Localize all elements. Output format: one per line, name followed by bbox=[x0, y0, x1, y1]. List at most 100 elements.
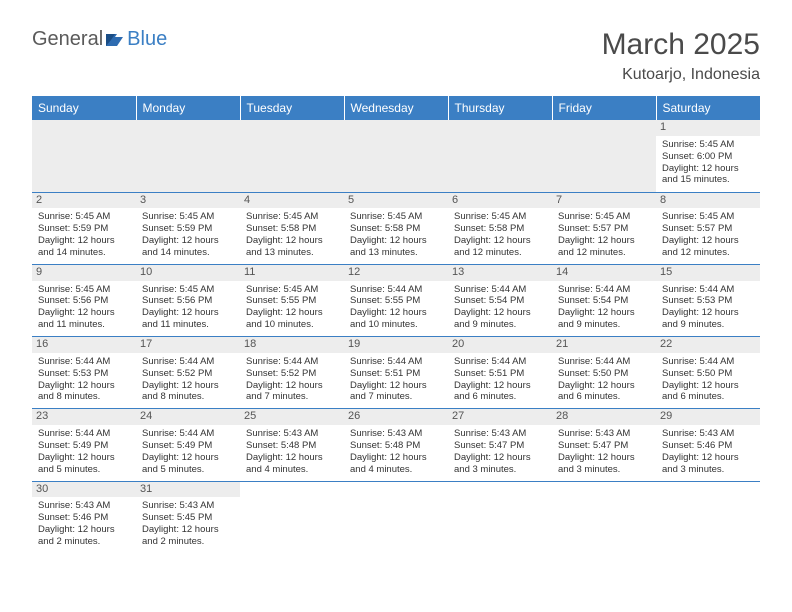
location: Kutoarjo, Indonesia bbox=[602, 66, 760, 84]
day-info-line: and 12 minutes. bbox=[662, 247, 754, 259]
weekday-header: Sunday bbox=[32, 96, 136, 120]
day-number: 19 bbox=[344, 337, 448, 353]
calendar-cell: 1 Sunrise: 5:45 AMSunset: 6:00 PMDaylight… bbox=[656, 120, 760, 192]
title-block: March 2025 Kutoarjo, Indonesia bbox=[602, 28, 760, 84]
day-info-line: Sunset: 5:58 PM bbox=[350, 223, 442, 235]
day-number: 6 bbox=[448, 193, 552, 209]
calendar-cell: 22Sunrise: 5:44 AMSunset: 5:50 PMDayligh… bbox=[656, 337, 760, 409]
calendar-week-row: 2Sunrise: 5:45 AMSunset: 5:59 PMDaylight… bbox=[32, 192, 760, 264]
calendar-cell: 8Sunrise: 5:45 AMSunset: 5:57 PMDaylight… bbox=[656, 192, 760, 264]
weekday-header-row: Sunday Monday Tuesday Wednesday Thursday… bbox=[32, 96, 760, 120]
day-info-line: Daylight: 12 hours bbox=[454, 452, 546, 464]
day-number: 29 bbox=[656, 409, 760, 425]
day-number: 30 bbox=[32, 482, 136, 498]
day-info: Sunrise: 5:44 AMSunset: 5:52 PMDaylight:… bbox=[246, 356, 338, 404]
day-info-line: Sunset: 5:59 PM bbox=[38, 223, 130, 235]
calendar-cell bbox=[240, 481, 344, 553]
day-info-line: and 8 minutes. bbox=[38, 391, 130, 403]
day-info-line: Sunset: 5:50 PM bbox=[662, 368, 754, 380]
calendar-cell: 3Sunrise: 5:45 AMSunset: 5:59 PMDaylight… bbox=[136, 192, 240, 264]
logo: General Blue bbox=[32, 28, 167, 51]
day-info-line: Sunset: 6:00 PM bbox=[662, 151, 754, 163]
day-number: 25 bbox=[240, 409, 344, 425]
day-number: 4 bbox=[240, 193, 344, 209]
calendar-cell bbox=[448, 481, 552, 553]
day-info-line: and 5 minutes. bbox=[142, 464, 234, 476]
logo-text-general: General bbox=[32, 28, 103, 51]
day-info: Sunrise: 5:44 AMSunset: 5:53 PMDaylight:… bbox=[38, 356, 130, 404]
calendar-cell: 16 Sunrise: 5:44 AMSunset: 5:53 PMDayligh… bbox=[32, 337, 136, 409]
calendar-cell bbox=[344, 120, 448, 192]
day-info-line: Daylight: 12 hours bbox=[142, 452, 234, 464]
day-info-line: and 9 minutes. bbox=[662, 319, 754, 331]
day-info-line: Daylight: 12 hours bbox=[558, 380, 650, 392]
calendar-cell: 18 Sunrise: 5:44 AMSunset: 5:52 PMDayligh… bbox=[240, 337, 344, 409]
day-info-line: Sunset: 5:55 PM bbox=[350, 295, 442, 307]
calendar-week-row: 9Sunrise: 5:45 AMSunset: 5:56 PMDaylight… bbox=[32, 264, 760, 336]
day-info-line: Sunset: 5:47 PM bbox=[558, 440, 650, 452]
calendar-week-row: 16 Sunrise: 5:44 AMSunset: 5:53 PMDayligh… bbox=[32, 337, 760, 409]
day-info-line: and 11 minutes. bbox=[142, 319, 234, 331]
calendar-cell: 19Sunrise: 5:44 AMSunset: 5:51 PMDayligh… bbox=[344, 337, 448, 409]
day-info-line: Daylight: 12 hours bbox=[350, 235, 442, 247]
calendar-cell: 12Sunrise: 5:44 AMSunset: 5:55 PMDayligh… bbox=[344, 264, 448, 336]
calendar-cell bbox=[240, 120, 344, 192]
day-info-line: Sunrise: 5:44 AM bbox=[142, 428, 234, 440]
calendar-week-row: 1 Sunrise: 5:45 AMSunset: 6:00 PMDaylight… bbox=[32, 120, 760, 192]
day-info: Sunrise: 5:43 AMSunset: 5:48 PMDaylight:… bbox=[246, 428, 338, 476]
day-info: Sunrise: 5:43 AMSunset: 5:48 PMDaylight:… bbox=[350, 428, 442, 476]
day-info-line: Sunset: 5:55 PM bbox=[246, 295, 338, 307]
calendar-week-row: 23Sunrise: 5:44 AMSunset: 5:49 PMDayligh… bbox=[32, 409, 760, 481]
flag-icon bbox=[105, 32, 125, 48]
day-number: 16 bbox=[32, 337, 136, 353]
day-info-line: and 2 minutes. bbox=[38, 536, 130, 548]
weekday-header: Wednesday bbox=[344, 96, 448, 120]
day-number: 18 bbox=[240, 337, 344, 353]
day-number: 1 bbox=[656, 120, 760, 136]
day-info: Sunrise: 5:45 AMSunset: 6:00 PMDaylight:… bbox=[662, 139, 754, 187]
day-info: Sunrise: 5:45 AMSunset: 5:58 PMDaylight:… bbox=[350, 211, 442, 259]
day-info-line: Sunset: 5:52 PM bbox=[142, 368, 234, 380]
day-number: 12 bbox=[344, 265, 448, 281]
day-info: Sunrise: 5:43 AMSunset: 5:46 PMDaylight:… bbox=[38, 500, 130, 548]
day-info-line: and 14 minutes. bbox=[38, 247, 130, 259]
weekday-header: Thursday bbox=[448, 96, 552, 120]
calendar-cell: 13Sunrise: 5:44 AMSunset: 5:54 PMDayligh… bbox=[448, 264, 552, 336]
day-info-line: Sunrise: 5:45 AM bbox=[38, 211, 130, 223]
day-number: 28 bbox=[552, 409, 656, 425]
day-number: 15 bbox=[656, 265, 760, 281]
logo-text-blue: Blue bbox=[127, 28, 167, 51]
day-info-line: Sunrise: 5:45 AM bbox=[558, 211, 650, 223]
day-info-line: and 7 minutes. bbox=[246, 391, 338, 403]
day-info-line: and 12 minutes. bbox=[558, 247, 650, 259]
day-number: 7 bbox=[552, 193, 656, 209]
day-info-line: Daylight: 12 hours bbox=[246, 307, 338, 319]
day-info-line: Sunset: 5:58 PM bbox=[246, 223, 338, 235]
day-info: Sunrise: 5:44 AMSunset: 5:54 PMDaylight:… bbox=[558, 284, 650, 332]
day-number: 10 bbox=[136, 265, 240, 281]
day-info-line: Daylight: 12 hours bbox=[38, 307, 130, 319]
day-info-line: Daylight: 12 hours bbox=[350, 380, 442, 392]
day-number: 11 bbox=[240, 265, 344, 281]
weekday-header: Saturday bbox=[656, 96, 760, 120]
day-info: Sunrise: 5:44 AMSunset: 5:52 PMDaylight:… bbox=[142, 356, 234, 404]
day-info-line: Sunset: 5:46 PM bbox=[38, 512, 130, 524]
day-info-line: Sunrise: 5:44 AM bbox=[350, 284, 442, 296]
day-number: 5 bbox=[344, 193, 448, 209]
day-info-line: and 3 minutes. bbox=[558, 464, 650, 476]
day-info-line: and 10 minutes. bbox=[246, 319, 338, 331]
day-info-line: and 7 minutes. bbox=[350, 391, 442, 403]
day-info-line: Sunrise: 5:44 AM bbox=[662, 284, 754, 296]
day-info-line: Sunrise: 5:45 AM bbox=[38, 284, 130, 296]
calendar-cell: 25 Sunrise: 5:43 AMSunset: 5:48 PMDayligh… bbox=[240, 409, 344, 481]
day-info-line: Daylight: 12 hours bbox=[142, 307, 234, 319]
calendar-cell: 29Sunrise: 5:43 AMSunset: 5:46 PMDayligh… bbox=[656, 409, 760, 481]
day-number: 22 bbox=[656, 337, 760, 353]
day-number: 8 bbox=[656, 193, 760, 209]
calendar-cell: 5 Sunrise: 5:45 AMSunset: 5:58 PMDaylight… bbox=[344, 192, 448, 264]
day-number: 13 bbox=[448, 265, 552, 281]
day-info: Sunrise: 5:44 AMSunset: 5:51 PMDaylight:… bbox=[454, 356, 546, 404]
day-number: 31 bbox=[136, 482, 240, 498]
day-info: Sunrise: 5:44 AMSunset: 5:49 PMDaylight:… bbox=[142, 428, 234, 476]
day-info-line: Daylight: 12 hours bbox=[662, 235, 754, 247]
